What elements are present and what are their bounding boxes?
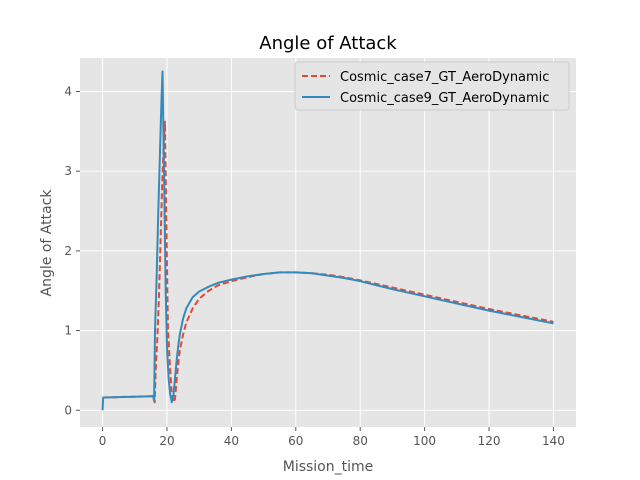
y-tick-label: 0 (64, 403, 72, 417)
x-tick-label: 100 (413, 434, 436, 448)
legend: Cosmic_case7_GT_AeroDynamic Cosmic_case9… (294, 61, 570, 111)
x-tick-label: 140 (542, 434, 565, 448)
x-axis-label: Mission_time (283, 459, 374, 475)
x-tick-label: 0 (99, 434, 107, 448)
series-line-case9 (101, 70, 554, 411)
legend-box (294, 61, 570, 111)
y-axis-ticks: 0 1 2 3 4 (64, 84, 80, 417)
chart-title: Angle of Attack (259, 33, 397, 54)
legend-label-case7: Cosmic_case7_GT_AeroDynamic (340, 70, 549, 85)
series-layer (101, 70, 554, 411)
x-tick-label: 120 (478, 434, 501, 448)
y-axis-label: Angle of Attack (39, 189, 55, 297)
y-tick-label: 3 (64, 164, 72, 178)
y-tick-label: 4 (64, 84, 72, 98)
legend-label-case9: Cosmic_case9_GT_AeroDynamic (340, 91, 549, 106)
x-tick-label: 80 (353, 434, 368, 448)
x-axis-ticks: 0 20 40 60 80 100 120 140 (99, 427, 565, 448)
x-tick-label: 60 (288, 434, 303, 448)
x-tick-label: 20 (159, 434, 174, 448)
y-tick-label: 2 (64, 244, 72, 258)
x-tick-label: 40 (224, 434, 239, 448)
y-tick-label: 1 (64, 324, 72, 338)
